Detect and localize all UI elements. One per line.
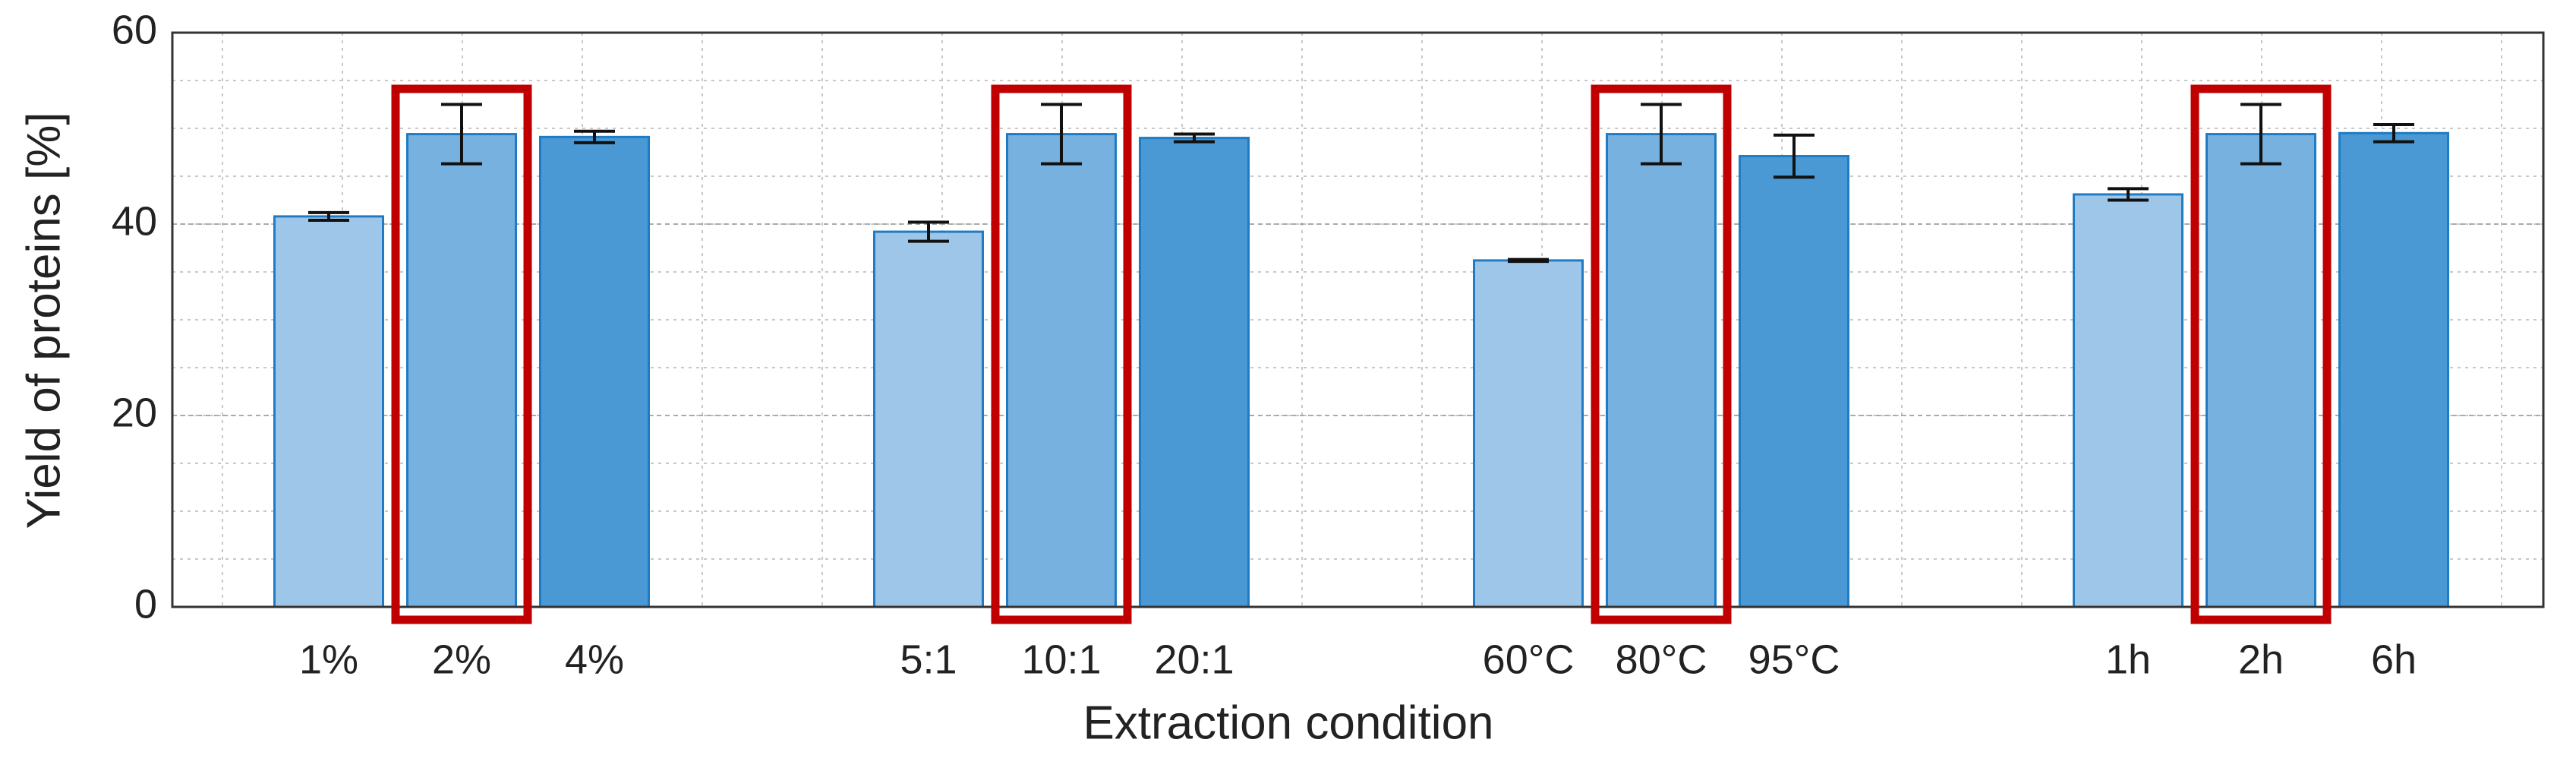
error-bar xyxy=(908,220,949,243)
x-tick-label: 5:1 xyxy=(900,637,957,682)
bar xyxy=(1006,133,1117,608)
x-tick-label: 60°C xyxy=(1483,637,1575,682)
y-tick-label: 40 xyxy=(112,198,157,244)
bar xyxy=(1606,133,1717,608)
highlight-box xyxy=(1591,84,1732,624)
bar xyxy=(2206,133,2316,608)
x-tick-label: 6h xyxy=(2371,637,2417,682)
error-bar xyxy=(2240,103,2281,166)
error-bar xyxy=(1774,133,1815,179)
x-tick-label: 1h xyxy=(2105,637,2151,682)
y-axis-label: Yield of proteins [%] xyxy=(17,112,70,529)
highlight-box xyxy=(2190,84,2332,624)
y-tick-label: 60 xyxy=(112,7,157,52)
x-tick-label: 2% xyxy=(432,637,491,682)
x-tick-label: 20:1 xyxy=(1154,637,1234,682)
highlight-box xyxy=(391,84,532,624)
y-tick-label: 20 xyxy=(112,390,157,435)
error-bar xyxy=(1174,132,1215,144)
x-tick-label: 95°C xyxy=(1748,637,1840,682)
bar xyxy=(1473,259,1584,608)
error-bar xyxy=(2373,122,2414,144)
x-tick-label: 2h xyxy=(2238,637,2284,682)
error-bar xyxy=(1641,103,1682,166)
bar xyxy=(2338,131,2449,608)
axes-box xyxy=(171,31,2545,608)
error-bar xyxy=(1508,257,1549,264)
x-tick-label: 80°C xyxy=(1616,637,1707,682)
error-bar xyxy=(2108,187,2149,202)
x-tick-label: 10:1 xyxy=(1021,637,1101,682)
bar xyxy=(1739,155,1849,608)
bar xyxy=(273,215,384,608)
x-axis-label: Extraction condition xyxy=(1083,697,1493,749)
highlight-box xyxy=(991,84,1132,624)
bar xyxy=(1139,137,1250,608)
error-bar xyxy=(574,129,615,144)
x-tick-label: 1% xyxy=(299,637,358,682)
error-bar xyxy=(1041,103,1082,166)
y-tick-label: 0 xyxy=(134,581,157,627)
bar xyxy=(539,135,650,608)
error-bar xyxy=(441,103,482,166)
bar xyxy=(2073,193,2183,608)
x-tick-label: 4% xyxy=(565,637,624,682)
error-bar xyxy=(308,210,349,222)
bar xyxy=(873,230,984,608)
bar xyxy=(406,133,517,608)
